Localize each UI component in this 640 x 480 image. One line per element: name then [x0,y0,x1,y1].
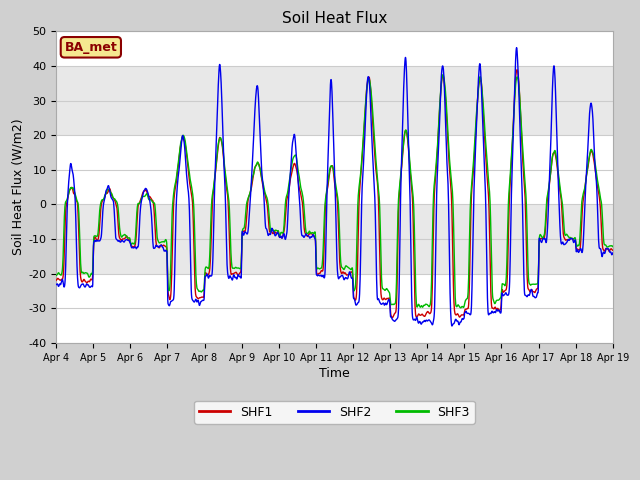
Bar [56,32,612,66]
Legend: SHF1, SHF2, SHF3: SHF1, SHF2, SHF3 [194,401,475,424]
X-axis label: Time: Time [319,367,350,380]
Bar [56,274,612,343]
Text: BA_met: BA_met [65,41,117,54]
Y-axis label: Soil Heat Flux (W/m2): Soil Heat Flux (W/m2) [11,119,24,255]
Bar [56,135,612,204]
Title: Soil Heat Flux: Soil Heat Flux [282,11,387,26]
